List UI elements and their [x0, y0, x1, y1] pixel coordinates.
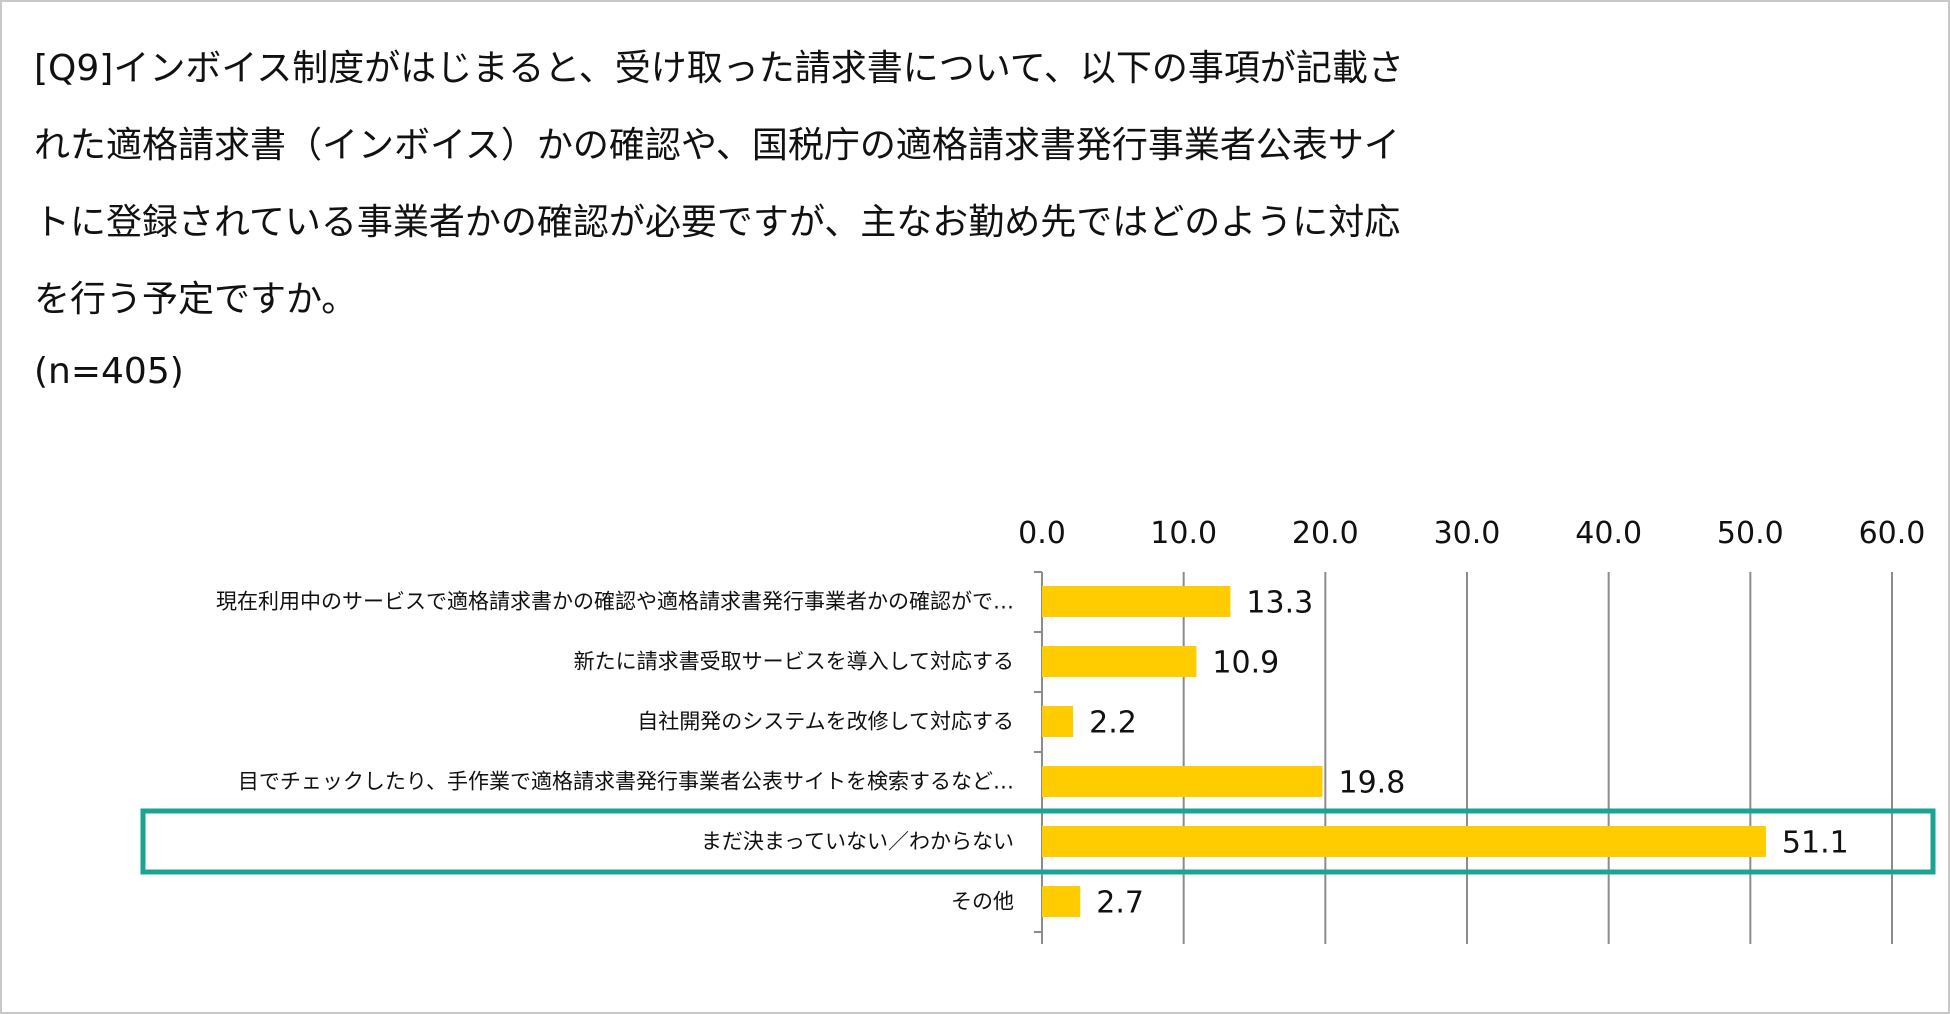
category-label: その他 [951, 890, 1014, 914]
category-label: 現在利用中のサービスで適格請求書かの確認や適格請求書発行事業者かの確認がで… [216, 590, 1014, 614]
bar [1042, 706, 1074, 737]
question-line: [Q9]インボイス制度がはじまると、受け取った請求書について、以下の事項が記載さ [34, 48, 1404, 89]
bar-value-label: 2.7 [1096, 886, 1144, 921]
question-text: [Q9]インボイス制度がはじまると、受け取った請求書について、以下の事項が記載さ… [34, 30, 1594, 338]
x-tick-label: 20.0 [1292, 516, 1359, 551]
bar [1042, 586, 1231, 617]
bar-value-label: 19.8 [1339, 766, 1406, 801]
bar [1042, 646, 1197, 677]
question-line: れた適格請求書（インボイス）かの確認や、国税庁の適格請求書発行事業者公表サイ [34, 125, 1400, 166]
bar-value-label: 2.2 [1089, 706, 1137, 741]
category-label: まだ決まっていない／わからない [701, 830, 1014, 854]
x-tick-label: 10.0 [1150, 516, 1217, 551]
category-label: 新たに請求書受取サービスを導入して対応する [574, 650, 1014, 674]
question-line: を行う予定ですか。 [34, 279, 358, 320]
x-tick-label: 0.0 [1018, 516, 1066, 551]
x-tick-label: 50.0 [1717, 516, 1784, 551]
bar-value-label: 10.9 [1212, 646, 1279, 681]
sample-size: (n=405) [34, 351, 184, 392]
x-tick-label: 60.0 [1859, 516, 1926, 551]
bar-value-label: 13.3 [1246, 586, 1313, 621]
question-line: トに登録されている事業者かの確認が必要ですが、主なお勤め先ではどのように対応 [34, 202, 1401, 243]
bar-value-label: 51.1 [1782, 826, 1849, 861]
highlight-box [140, 808, 1936, 875]
x-tick-label: 30.0 [1434, 516, 1501, 551]
bar [1042, 886, 1081, 917]
x-tick-label: 40.0 [1575, 516, 1642, 551]
category-label: 自社開発のシステムを改修して対応する [637, 710, 1014, 734]
bar [1042, 766, 1323, 797]
bar [1042, 826, 1766, 857]
category-label: 目でチェックしたり、手作業で適格請求書発行事業者公表サイトを検索するなど… [238, 770, 1014, 794]
